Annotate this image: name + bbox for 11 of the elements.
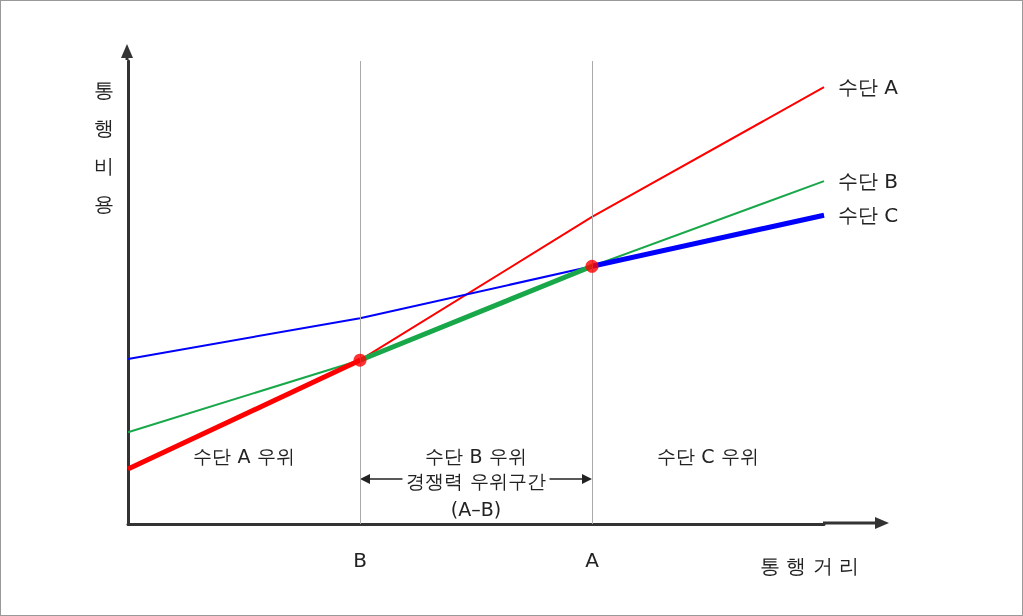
annotation: 수단 C 우위 <box>657 444 759 467</box>
annotation: 수단 A 우위 <box>193 444 295 467</box>
annotation: 수단 B 우위 <box>425 444 527 467</box>
annotation: 경쟁력 우위구간 (A–B) <box>406 470 546 520</box>
series-label: 수단 B <box>838 169 899 194</box>
x-axis-title: 통 행 거 리 <box>759 554 859 578</box>
series-label: 수단 C <box>838 203 899 228</box>
x-tick-label: A <box>585 548 600 572</box>
y-axis-title: 통행비용 <box>94 78 114 216</box>
series-label: 수단 A <box>838 75 899 100</box>
x-tick-label: B <box>353 548 367 572</box>
